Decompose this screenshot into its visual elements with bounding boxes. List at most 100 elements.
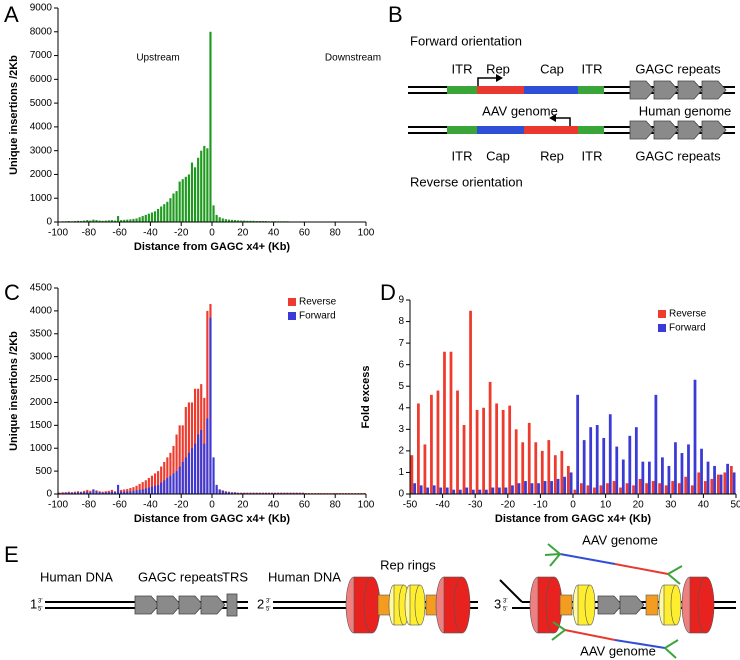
bar [101,492,104,494]
y-tick-label: 1000 [30,193,53,204]
bar [456,390,459,494]
legend-label: Forward [669,323,706,334]
bar [246,220,249,222]
panel-label: E [4,542,19,567]
bar [234,220,237,222]
bar [92,489,95,494]
legend-swatch [658,310,666,318]
bar [430,394,433,494]
step-number: 2 [257,596,264,611]
x-tick-label: -60 [112,500,127,511]
bar [67,492,70,494]
bar [181,425,184,494]
bar [98,492,101,494]
bar [471,489,475,494]
y-tick-label: 2500 [30,374,53,385]
bar [135,490,138,494]
x-tick-label: -40 [143,500,158,511]
bar [144,214,147,222]
bar [92,219,95,222]
strand-end: 3' [266,599,270,605]
bar [212,457,215,494]
step-number: 1 [30,596,37,611]
bar [237,220,240,222]
bar [175,191,178,222]
bar [132,487,135,494]
bar [647,461,651,494]
bar [190,162,194,222]
x-tick-label: -40 [435,500,450,511]
bar [141,216,144,222]
x-tick-label: -100 [48,228,68,239]
bar [169,475,172,494]
strand-end: 3' [503,599,507,605]
x-tick-label: -80 [82,500,97,511]
element-label: Cap [486,148,510,163]
bar [116,484,120,494]
bar [113,492,117,494]
bar [120,491,123,494]
bar [634,427,638,494]
bar [89,492,92,494]
bar [138,483,141,494]
x-tick-label: 60 [299,500,311,511]
bar [498,487,501,494]
bar [215,214,218,222]
bar [184,407,187,494]
bar [144,488,147,494]
bar [606,483,609,494]
rep-rings [345,576,471,634]
bar [504,487,508,494]
bar [703,481,707,494]
bar [123,491,126,494]
y-tick-label: 8 [398,316,404,327]
bar [619,487,622,494]
bar [144,480,147,494]
bar [150,486,154,494]
bar [443,351,446,494]
bar [215,484,218,494]
bar [163,204,166,222]
y-tick-label: 1 [398,467,404,478]
bar [690,485,694,494]
bar [187,402,190,494]
bar [141,482,144,494]
x-axis-label: Distance from GAGC x4+ (Kb) [134,241,291,253]
bar [732,472,736,494]
bar [599,485,603,494]
bar [123,219,126,222]
bar [674,442,677,494]
bar [621,459,625,494]
bar [593,487,596,494]
bar [530,483,534,494]
bar [700,448,703,494]
bar [658,483,662,494]
element-label: ITR [582,148,603,163]
y-tick-label: 1000 [30,443,53,454]
bar [187,174,190,222]
bar [190,448,194,494]
element-label: Rep [486,61,510,76]
x-tick-label: 20 [633,500,645,511]
bar [410,455,414,494]
bar [184,457,187,494]
bar [550,481,553,494]
element-label: Cap [540,61,564,76]
x-tick-label: -10 [533,500,548,511]
bar [227,219,231,222]
bar [107,492,110,494]
x-tick-label: -50 [403,500,418,511]
bar [543,481,547,494]
bar [197,434,200,494]
orientation-title: Forward orientation [410,33,522,48]
element-label: Human genome [639,103,732,118]
bar [563,476,566,494]
legend-swatch [658,324,666,332]
x-tick-label: -40 [143,228,158,239]
y-tick-label: 0 [46,489,52,500]
bar [638,478,642,494]
element-label: ITR [452,148,473,163]
bar [224,219,227,222]
annotation: Upstream [136,53,179,64]
x-tick-label: -80 [82,228,97,239]
